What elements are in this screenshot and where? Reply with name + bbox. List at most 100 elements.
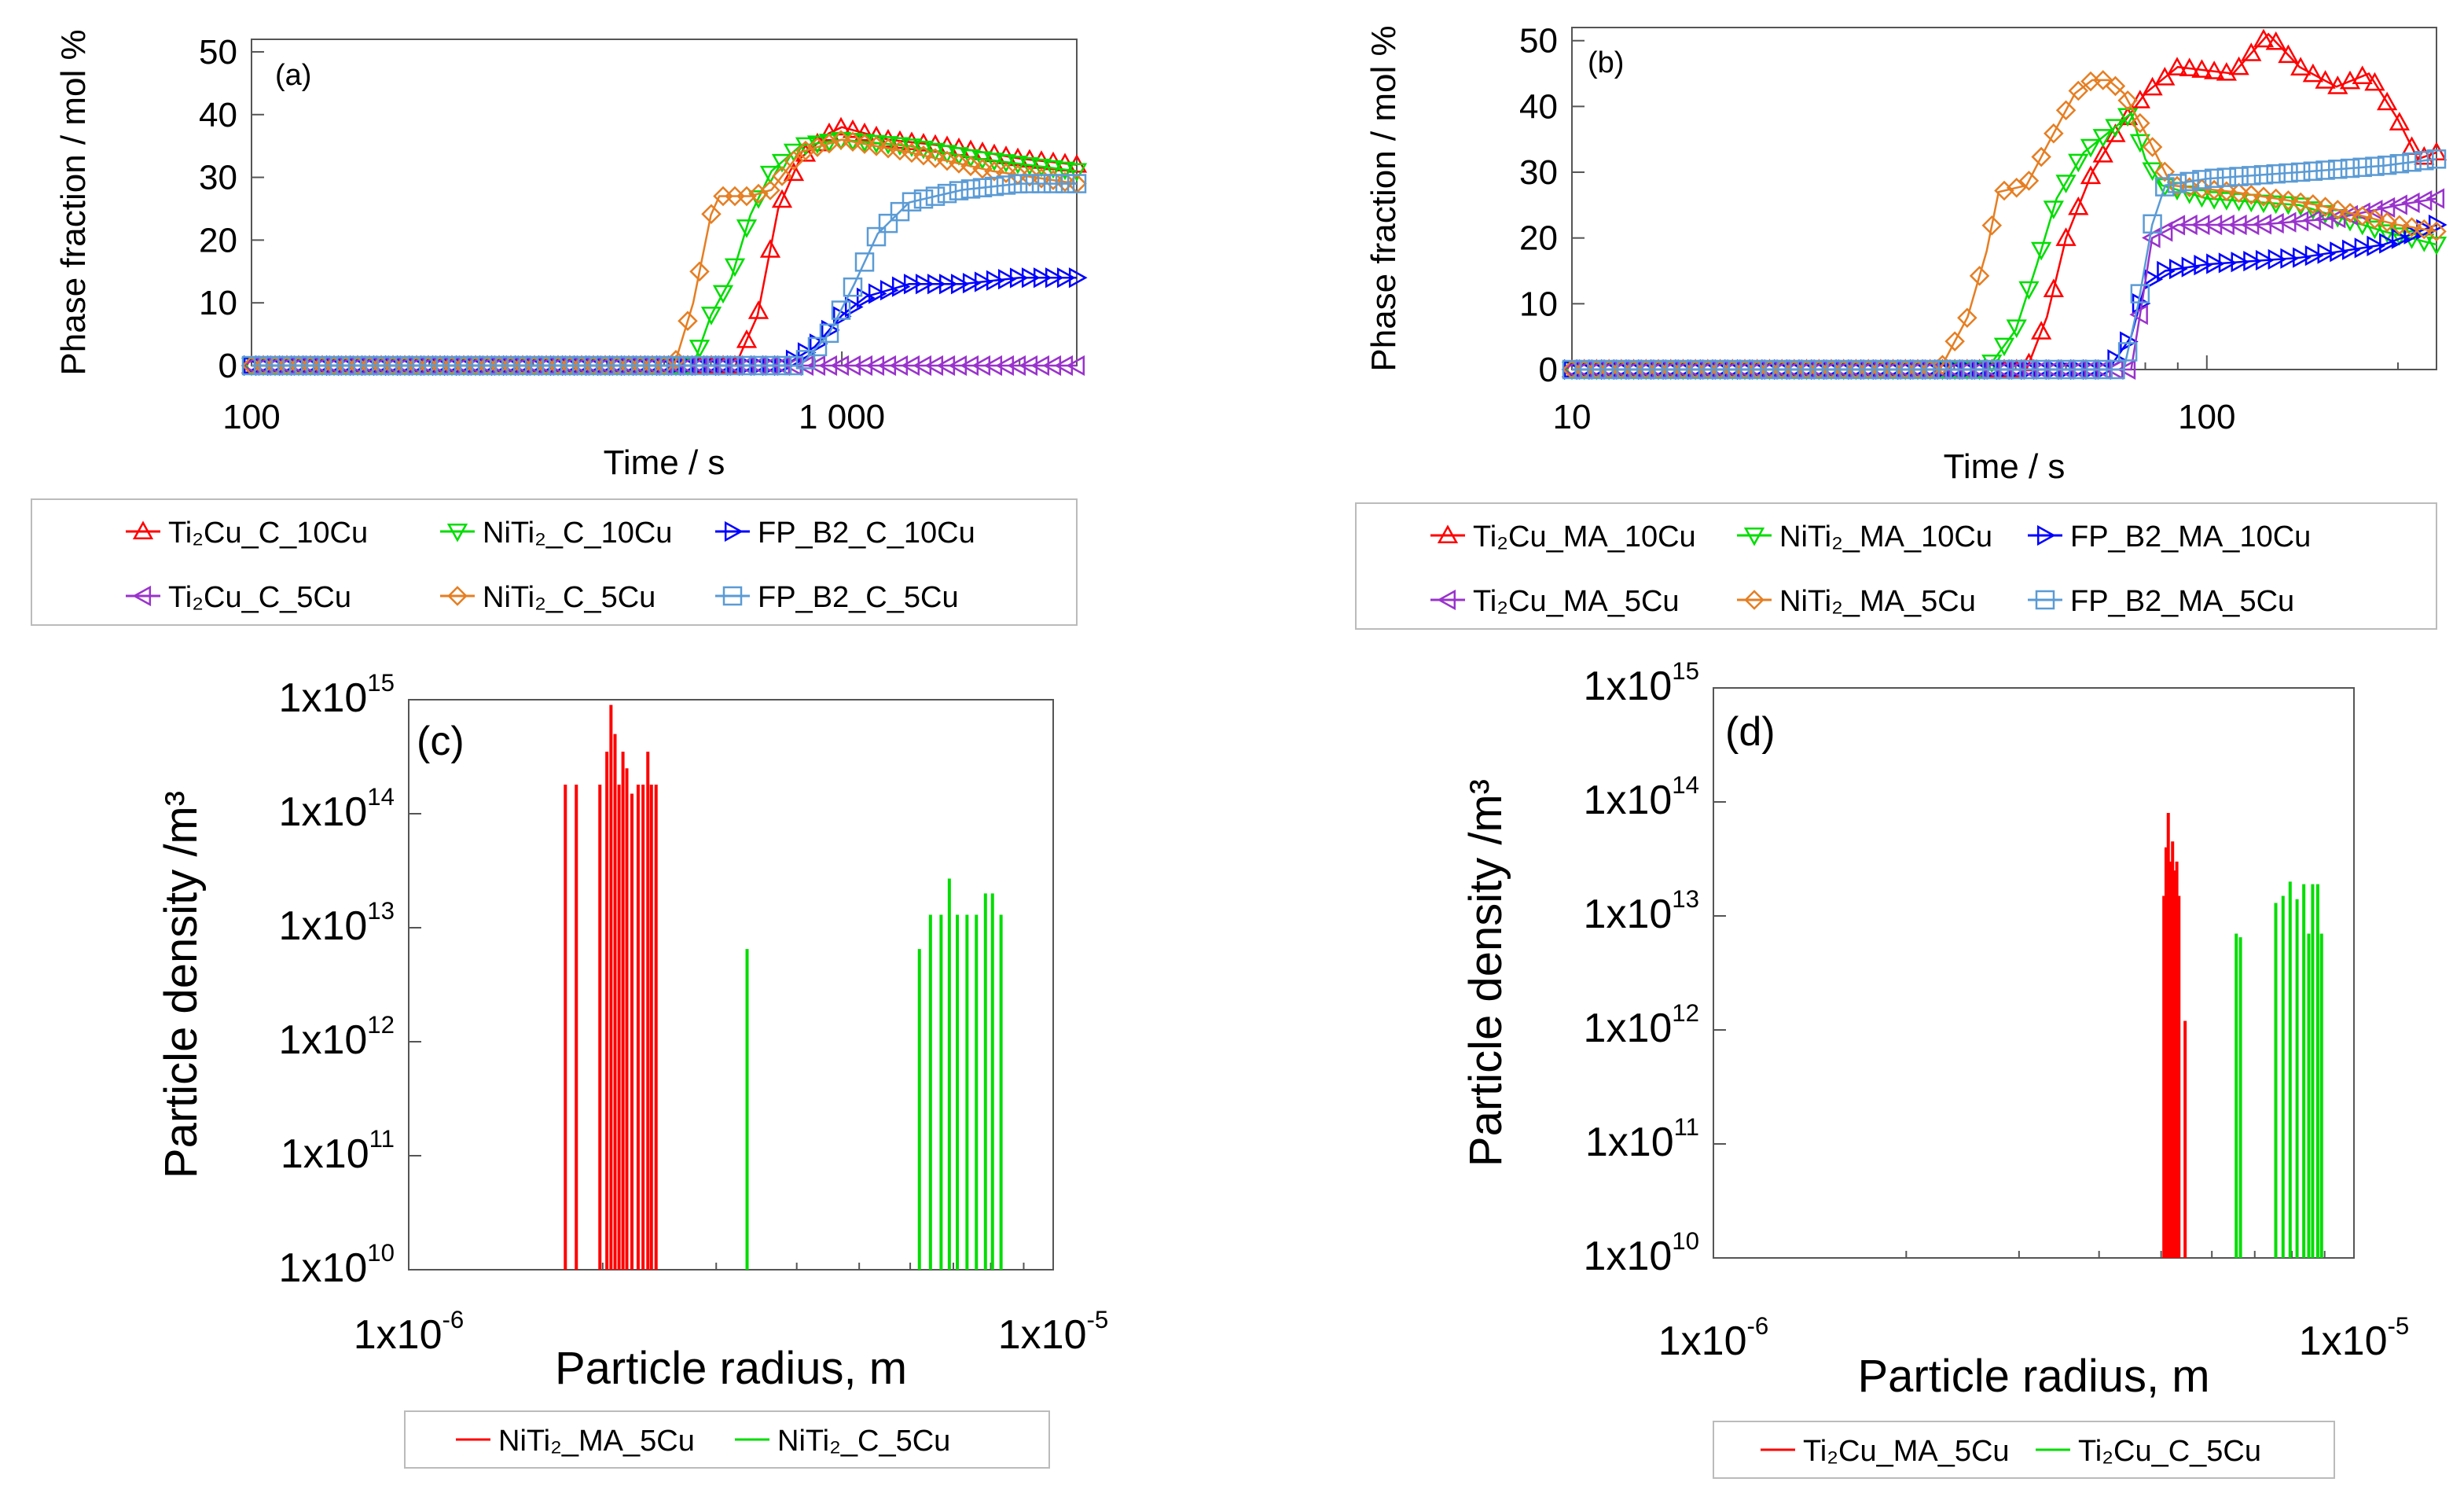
legend-label: NiTi₂_C_5Cu <box>777 1425 950 1458</box>
data-point <box>2330 241 2348 263</box>
x-tick-label: 100 <box>222 398 280 436</box>
data-point <box>913 355 932 377</box>
data-point <box>2092 143 2113 163</box>
data-point <box>2242 166 2261 186</box>
data-point <box>2341 239 2361 260</box>
legend-label: FP_B2_C_10Cu <box>758 517 975 550</box>
data-point <box>2056 359 2076 380</box>
data-point <box>972 178 993 197</box>
data-point <box>936 145 958 164</box>
data-point <box>2352 65 2373 84</box>
data-point <box>2117 90 2138 111</box>
y-tick-exponent: 14 <box>1672 771 1699 799</box>
data-point <box>2317 243 2337 264</box>
data-point <box>2105 119 2126 138</box>
data-point <box>689 355 710 376</box>
legend-item: NiTi₂_C_5Cu <box>440 581 655 614</box>
x-tick-label: 10 <box>1553 398 1592 436</box>
panel-label: (a) <box>275 59 311 92</box>
data-point <box>406 355 427 376</box>
data-point <box>807 336 828 357</box>
data-point <box>2181 256 2201 278</box>
data-point <box>512 355 533 376</box>
legend-item: Ti₂Cu_MA_10Cu <box>1430 520 1696 553</box>
y-tick-label: 10 <box>1519 285 1558 323</box>
data-point <box>843 131 863 153</box>
legend: Ti₂Cu_C_10Cu NiTi₂_C_10Cu FP_B2_C_10Cu Ti₂C… <box>31 498 1078 626</box>
legend-item: Ti₂Cu_MA_5Cu <box>1761 1435 2010 1468</box>
data-point <box>2303 161 2323 181</box>
legend-label: Ti₂Cu_MA_5Cu <box>1803 1435 2010 1468</box>
data-point <box>1611 359 1632 380</box>
data-point <box>2154 161 2176 182</box>
data-point <box>583 355 604 376</box>
legend-label: FP_B2_C_5Cu <box>758 581 959 614</box>
data-point <box>2265 188 2286 209</box>
data-point <box>2426 149 2447 169</box>
data-point <box>2117 359 2136 381</box>
data-point <box>619 355 639 376</box>
y-tick-exponent: 11 <box>369 1125 395 1153</box>
data-point <box>2302 201 2323 220</box>
data-point <box>2425 237 2447 256</box>
data-point <box>771 189 793 208</box>
data-point <box>797 342 817 363</box>
data-point <box>925 186 946 206</box>
data-point <box>1636 359 1656 380</box>
x-axis-label: Time / s <box>604 443 725 482</box>
y-tick-exponent: 12 <box>1672 999 1699 1027</box>
data-point <box>2006 177 2027 198</box>
y-tick-label: 10 <box>199 284 237 322</box>
data-point <box>748 355 769 376</box>
data-point <box>2402 152 2422 172</box>
data-point <box>2414 219 2435 240</box>
data-point <box>2315 197 2336 217</box>
series-line <box>1572 158 2437 371</box>
series-4 <box>1562 70 2447 380</box>
data-point <box>2179 171 2199 192</box>
data-point <box>395 355 415 376</box>
legend-label: NiTi₂_C_5Cu <box>483 581 655 614</box>
data-point <box>2055 175 2077 193</box>
data-point <box>1834 359 1853 380</box>
data-point <box>2044 359 2064 380</box>
data-point <box>560 355 580 376</box>
data-point <box>902 192 922 211</box>
data-point <box>995 355 1015 377</box>
data-point <box>819 323 839 344</box>
data-point <box>1784 359 1805 380</box>
x-tick-label: 100 <box>2178 398 2235 436</box>
data-point <box>2340 203 2360 223</box>
data-point <box>2303 193 2323 215</box>
data-point <box>1933 359 1952 380</box>
data-point <box>1624 359 1643 380</box>
y-tick-label: 20 <box>1519 219 1558 258</box>
data-point <box>2191 59 2212 78</box>
data-point <box>1587 359 1607 380</box>
data-point <box>2290 162 2311 182</box>
chart-c: 1x10-6 1x10-5 1x1010 1x1011 1x1012 1x1013 1x10… <box>156 669 1108 1469</box>
data-point <box>571 355 592 376</box>
data-point <box>1846 359 1866 380</box>
data-point <box>806 355 826 377</box>
data-point <box>2216 214 2234 236</box>
data-point <box>1045 267 1064 289</box>
chart-b: 10 100 0 10 20 30 40 50 Time / s Phase fraction /… <box>1355 22 2447 630</box>
legend: Ti₂Cu_MA_10Cu NiTi₂_MA_10Cu FP_B2_MA_10Cu T… <box>1355 502 2437 630</box>
data-point <box>2293 247 2312 268</box>
data-point <box>1994 180 2014 201</box>
data-point <box>2166 57 2188 75</box>
data-point <box>2231 252 2250 273</box>
data-point <box>2229 167 2249 186</box>
y-tick-exponent: 13 <box>367 897 395 925</box>
data-point <box>960 179 981 199</box>
legend-label: Ti₂Cu_C_5Cu <box>168 581 351 614</box>
data-point <box>736 219 758 238</box>
legend-marker <box>724 520 744 542</box>
data-point <box>2389 215 2410 236</box>
legend-item: Ti₂Cu_C_5Cu <box>2036 1435 2261 1468</box>
data-point <box>2194 255 2213 276</box>
data-point <box>1042 160 1064 179</box>
data-point <box>477 355 498 376</box>
y-tick-label: 1x1012 <box>279 1011 395 1063</box>
